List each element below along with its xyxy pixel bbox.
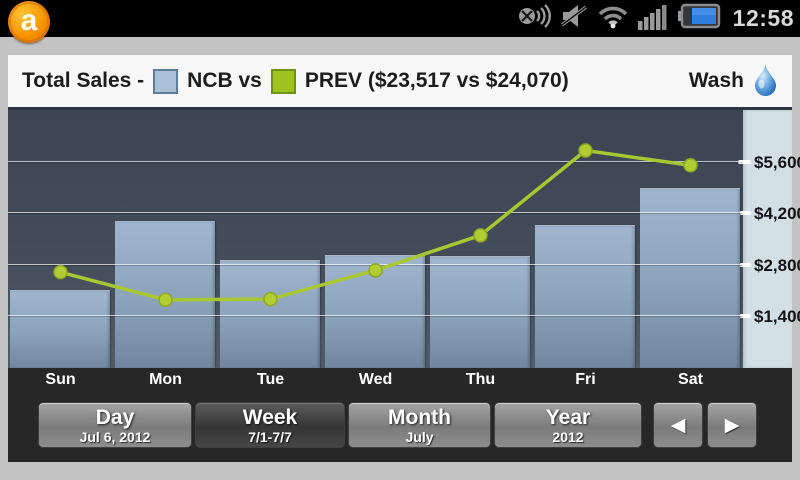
metric-label[interactable]: Wash (688, 69, 744, 92)
x-axis-label-tue: Tue (256, 371, 285, 388)
ncb-legend-swatch (153, 68, 179, 94)
chart-header: Total Sales - NCB vs PREV ($23,517 vs $2… (8, 55, 792, 110)
prev-legend-label: PREV ($23,517 vs $24,070) (304, 69, 569, 92)
x-axis-label-wed: Wed (358, 371, 393, 388)
tab-day[interactable]: Day Jul 6, 2012 (38, 402, 192, 448)
x-axis-label-mon: Mon (149, 371, 182, 388)
right-arrow-icon: ▶ (724, 414, 740, 436)
status-bar: 12:58 (0, 0, 800, 37)
y-tick-label: $5,600 (754, 152, 800, 172)
y-tick (738, 314, 751, 319)
point-wed (368, 263, 383, 278)
point-fri (578, 143, 593, 158)
prev-line-series (53, 143, 698, 308)
y-tick-label: $2,800 (754, 255, 800, 275)
point-sun (53, 264, 68, 280)
page-title: Total Sales - (22, 69, 145, 92)
prev-legend-swatch (270, 68, 296, 94)
y-tick-label: $4,200 (754, 204, 800, 224)
point-sat (683, 158, 698, 173)
wifi-icon (597, 3, 629, 34)
tab-week[interactable]: Week 7/1-7/7 (195, 402, 345, 448)
x-axis-label-fri: Fri (575, 371, 596, 388)
water-drop-icon (753, 63, 778, 102)
tab-year[interactable]: Year 2012 (494, 402, 642, 448)
point-tue (263, 291, 278, 307)
app-logo-icon: a (8, 1, 50, 43)
mute-icon (559, 2, 589, 35)
tab-month[interactable]: Month July (348, 402, 491, 448)
point-thu (473, 228, 488, 243)
gridline (8, 212, 743, 214)
y-tick (738, 211, 751, 216)
x-axis-label-sat: Sat (678, 371, 703, 388)
x-axis-label-thu: Thu (465, 371, 496, 388)
left-arrow-icon: ◀ (670, 414, 686, 436)
speakerphone-icon (517, 2, 551, 35)
y-tick-label: $1,400 (754, 307, 800, 327)
y-tick (738, 262, 751, 267)
x-axis-label-sun: Sun (45, 371, 76, 388)
point-mon (158, 292, 173, 308)
chart-plot (8, 110, 743, 368)
bar-sat (640, 188, 740, 368)
bar-fri (535, 225, 635, 368)
y-tick (738, 159, 751, 164)
status-icons: 12:58 (517, 0, 794, 37)
bar-tue (220, 260, 320, 368)
battery-icon (677, 3, 721, 34)
prev-period-button[interactable]: ◀ (653, 402, 703, 448)
next-period-button[interactable]: ▶ (707, 402, 757, 448)
bottom-panel: Sun Mon Tue Wed Thu Fri Sat Day Jul 6, 2012 We… (8, 368, 792, 462)
gridline (8, 315, 743, 317)
bar-thu (430, 256, 530, 368)
ncb-legend-label: NCB vs (187, 69, 262, 92)
signal-strength-icon (637, 2, 669, 35)
clock: 12:58 (732, 5, 794, 31)
gridline (8, 160, 743, 162)
y-axis-panel: $1,400 $2,800 $4,200 $5,600 (738, 110, 800, 368)
bar-sun (10, 289, 110, 368)
